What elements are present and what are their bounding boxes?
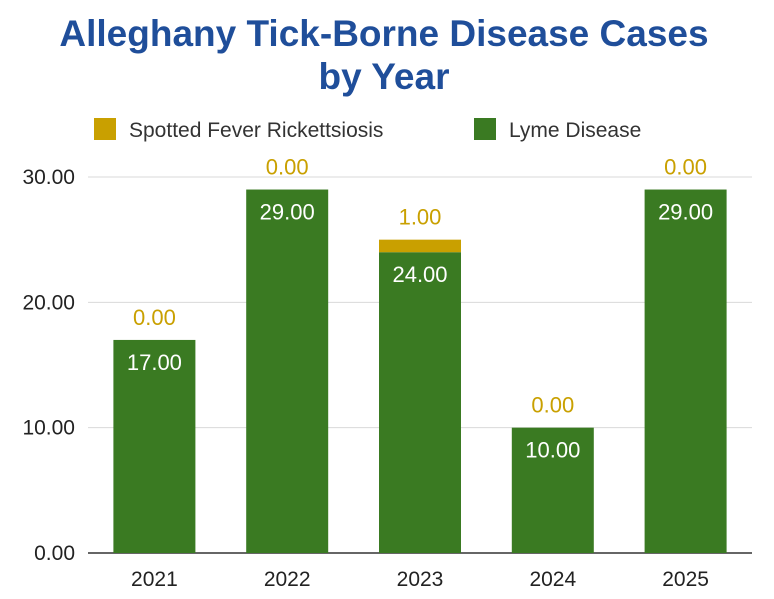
x-tick-label: 2025 xyxy=(662,568,709,591)
bar-value-label: 0.00 xyxy=(266,155,309,180)
bar-lyme-disease xyxy=(644,189,727,554)
bars: 17.00 0.00 29.00 0.00 24.00 1.00 10.00 0.00 29.0… xyxy=(113,155,727,554)
legend-swatch xyxy=(94,118,116,140)
legend-label: Lyme Disease xyxy=(509,119,641,142)
bar-value-label: 0.00 xyxy=(664,155,707,180)
bar-value-label: 17.00 xyxy=(127,350,182,375)
legend-swatch xyxy=(474,118,496,140)
x-tick-label: 2023 xyxy=(397,568,444,591)
bar-value-label: 29.00 xyxy=(658,200,713,225)
bar-value-label: 10.00 xyxy=(525,438,580,463)
chart-title-line-2: by Year xyxy=(319,56,450,97)
bar-lyme-disease xyxy=(511,427,594,553)
bar-lyme-disease xyxy=(379,252,461,553)
y-tick-label: 10.00 xyxy=(22,417,75,440)
bar-value-label: 29.00 xyxy=(260,200,315,225)
y-tick-label: 20.00 xyxy=(22,291,75,314)
y-tick-label: 0.00 xyxy=(34,542,75,565)
x-tick-label: 2024 xyxy=(529,568,576,591)
x-tick-label: 2021 xyxy=(131,568,178,591)
bar-value-label: 0.00 xyxy=(133,305,176,330)
x-axis: 2021 2022 2023 2024 2025 xyxy=(131,568,709,591)
bar-lyme-disease xyxy=(246,189,329,554)
bar-spotted-fever-rickettsiosis xyxy=(379,239,461,253)
chart-title: Alleghany Tick-Borne Disease Cases xyxy=(59,13,708,54)
bar-value-label: 0.00 xyxy=(531,393,574,418)
bar-value-label: 1.00 xyxy=(399,205,442,230)
y-axis: 0.00 10.00 20.00 30.00 xyxy=(22,166,75,565)
bar-lyme-disease xyxy=(113,339,196,553)
chart-legend: Spotted Fever Rickettsiosis Lyme Disease xyxy=(94,118,641,142)
legend-label: Spotted Fever Rickettsiosis xyxy=(129,119,383,142)
x-tick-label: 2022 xyxy=(264,568,311,591)
y-tick-label: 30.00 xyxy=(22,166,75,189)
bar-value-label: 24.00 xyxy=(392,262,447,287)
